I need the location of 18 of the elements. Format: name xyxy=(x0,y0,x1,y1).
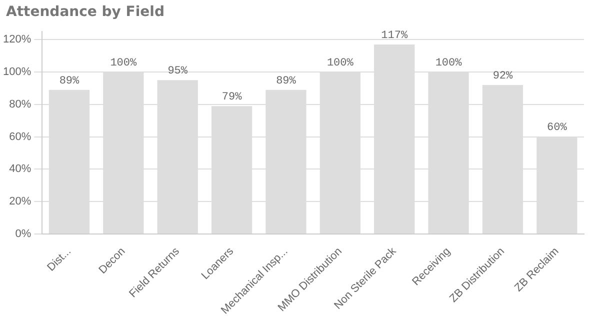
data-label: 100% xyxy=(110,57,138,70)
data-label: 92% xyxy=(492,70,514,82)
y-tick-label: 0% xyxy=(15,228,32,240)
y-tick-label: 120% xyxy=(2,34,32,46)
y-tick-label: 80% xyxy=(9,98,32,110)
data-label: 117% xyxy=(381,30,408,42)
y-tick-label: 20% xyxy=(9,196,32,208)
data-label: 100% xyxy=(326,57,354,70)
data-label: 100% xyxy=(435,57,462,70)
data-label: 79% xyxy=(222,91,242,104)
data-label: 89% xyxy=(276,75,296,88)
y-tick-label: 100% xyxy=(2,66,32,78)
y-tick-label: 60% xyxy=(9,130,32,143)
data-label: 89% xyxy=(59,75,80,88)
chart-title: Attendance by Field xyxy=(6,4,164,20)
data-label: 95% xyxy=(168,66,188,78)
data-label: 60% xyxy=(547,122,568,134)
y-tick-label: 40% xyxy=(9,163,32,176)
